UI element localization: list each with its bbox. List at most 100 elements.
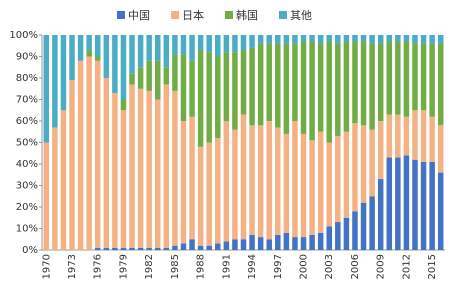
bar-segment [309,35,315,42]
x-tick-label: 2006 [350,254,361,279]
bar-segment [94,56,101,61]
bar-segment [395,41,401,115]
legend-swatch [117,11,125,19]
bar-segment [292,35,298,44]
legend-swatch [279,11,287,19]
x-tick-label: 1991 [221,254,232,279]
bar-segment [360,35,367,42]
bar-segment [232,52,238,130]
bar-segment [369,196,375,250]
bar-segment [395,35,401,42]
bar-segment [52,127,58,250]
bar-segment [215,56,221,139]
bar-segment [300,35,307,42]
bar-segment [240,50,247,115]
y-tick-label: 40% [16,159,38,170]
y-tick-label: 80% [16,73,38,84]
bar-segment [300,133,307,238]
bar-segment [155,247,161,250]
bar-segment [343,217,350,250]
x-tick-label: 1976 [93,254,104,279]
bar-segment [249,234,255,250]
bar-segment [437,35,444,44]
bar-segment [146,60,152,91]
bar-segment [137,67,144,89]
bar-segment [403,155,410,250]
y-tick-label: 60% [16,116,38,127]
bar-segment [412,43,418,111]
bar-segment [240,35,247,51]
bar-segment [112,247,118,250]
bar-segment [120,35,127,100]
bar-segment [189,60,195,117]
bar-segment [386,157,393,250]
bar-segment [60,35,67,111]
legend-swatch [171,11,179,19]
legend-swatch [225,11,233,19]
bar-segment [206,142,212,246]
bar-segment [43,35,50,143]
bar-segment [343,35,350,42]
bar-segment [266,35,272,44]
bar-segment [232,129,238,240]
bar-segment [429,161,435,250]
bar-segment [395,157,401,250]
bar-segment [103,78,110,248]
y-tick-label: 50% [16,138,38,149]
y-tick-label: 100% [9,30,38,41]
bar-segment [155,60,161,100]
bar-segment [326,142,332,227]
bar-segment [369,129,375,197]
x-tick-label: 2012 [401,254,412,279]
bar-segment [335,35,341,44]
bar-segment [172,54,178,91]
bar-segment [249,47,255,126]
bar-segment [437,172,444,250]
bar-segment [163,84,170,248]
bar-segment [352,211,358,250]
bar-segment [420,110,427,162]
x-tick-label: 1994 [247,254,258,279]
bar-segment [343,131,350,218]
bar-segment [317,232,324,250]
bar-segment [60,110,67,250]
bar-segment [215,35,221,57]
bar-segment [386,41,393,115]
bar-segment [412,159,418,250]
legend-label: 其他 [290,9,312,22]
bar-segment [257,125,264,238]
bar-segment [232,35,238,53]
bar-segment [403,41,410,117]
bar-segment [335,222,341,250]
y-tick-label: 30% [16,181,38,192]
bar-segment [249,125,255,235]
bar-segment [317,35,324,44]
bar-segment [52,35,58,128]
x-tick-label: 2003 [324,254,335,279]
bar-segment [163,35,170,68]
bar-segment [343,41,350,132]
x-tick-label: 1979 [118,254,129,279]
bar-segment [197,245,204,250]
bar-segment [275,43,281,128]
bar-segment [300,237,307,250]
bar-segment [377,179,384,250]
y-tick-label: 70% [16,95,38,106]
bar-segment [369,35,375,44]
bar-segment [360,41,367,126]
bar-segment [163,67,170,85]
bar-segment [155,99,161,248]
bar-segment [155,35,161,61]
bar-segment [335,43,341,137]
bar-segment [300,41,307,134]
x-tick-label: 1970 [41,254,52,279]
bar-segment [317,43,324,132]
x-tick-label: 1985 [170,254,181,279]
legend-label: 中国 [128,9,150,22]
bar-segment [352,35,358,42]
bar-segment [223,121,230,242]
bar-segment [69,35,75,81]
bar-segment [283,232,290,250]
bar-segment [146,35,152,61]
